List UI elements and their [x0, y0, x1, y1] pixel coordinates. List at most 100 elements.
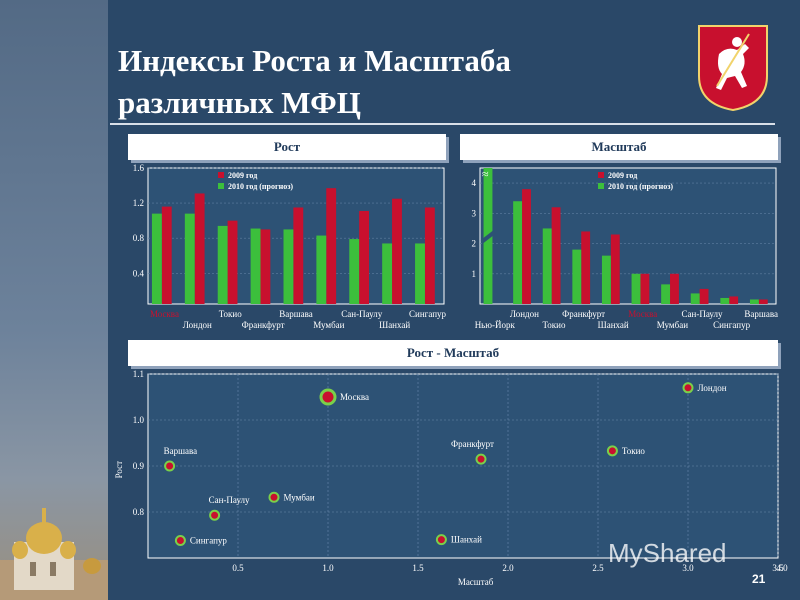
- category-label-9: Варшава: [744, 309, 778, 319]
- category-label-5: Мумбаи: [313, 320, 344, 330]
- point-label-0: Лондон: [698, 383, 727, 393]
- point-label-7: Сингапур: [190, 536, 228, 546]
- bar-2009-1: [522, 189, 531, 304]
- scatter-point-2: [475, 453, 487, 465]
- y-tick-label-1: 0.8: [133, 233, 145, 243]
- bar-2009-2: [227, 220, 238, 304]
- bar-2010-5: [631, 273, 641, 304]
- bar-2010-8: [415, 243, 425, 304]
- y-axis-label: Рост: [114, 461, 124, 479]
- category-label-2: Токио: [219, 309, 243, 319]
- legend-label-0: 2009 год: [608, 171, 637, 180]
- chart-header-scatter: Рост - Масштаб: [128, 340, 778, 366]
- point-label-6: Сан-Паулу: [209, 495, 250, 505]
- category-label-6: Сан-Паулу: [341, 309, 382, 319]
- y-tick-label-2: 1.2: [133, 198, 144, 208]
- plot-area: [147, 373, 779, 559]
- cathedral-image: [0, 508, 108, 600]
- category-label-1: Лондон: [183, 320, 212, 330]
- bar-2010-6: [661, 284, 671, 304]
- scatter-point-7: [174, 535, 186, 547]
- y-tick-label-0: 1: [472, 269, 477, 279]
- moscow-coat-of-arms-icon: [698, 25, 768, 112]
- bar-2010-1: [513, 201, 523, 304]
- scatter-point-6: [209, 509, 221, 521]
- title-divider: [110, 123, 775, 125]
- scatter-point-5: [268, 491, 280, 503]
- scatter-point-8: [435, 534, 447, 546]
- scatter-point-4: [164, 460, 176, 472]
- category-label-3: Франкфурт: [562, 309, 605, 319]
- legend-label-0: 2009 год: [228, 171, 257, 180]
- bar-2009-7: [392, 198, 402, 304]
- title-line-2: различных МФЦ: [118, 85, 361, 120]
- bar-2009-0: [161, 206, 172, 304]
- category-label-5: Москва: [628, 309, 657, 319]
- x-tick-label-2: 1.5: [412, 563, 424, 573]
- legend-label-1: 2010 год (прогноз): [608, 182, 673, 191]
- bar-2010-3: [572, 249, 582, 304]
- point-label-1: Москва: [340, 392, 369, 402]
- x-axis-label: Масштаб: [458, 577, 494, 587]
- category-label-6: Мумбаи: [657, 320, 688, 330]
- point-label-3: Токио: [622, 446, 646, 456]
- category-label-8: Сингапур: [713, 320, 751, 330]
- y-tick-label-2: 3: [472, 208, 477, 218]
- axis-break-mark: [480, 230, 496, 244]
- chart-header-masshtab: Масштаб: [460, 134, 778, 160]
- category-label-8: Сингапур: [409, 309, 447, 319]
- bar-2010-2: [217, 225, 228, 304]
- bar-2010-7: [382, 243, 393, 304]
- legend-swatch-0: [218, 172, 224, 178]
- page-title: Индексы Роста и Масштаба различных МФЦ: [118, 40, 511, 124]
- category-label-7: Сан-Паулу: [682, 309, 723, 319]
- y-tick-label-3: 1.1: [133, 369, 144, 379]
- x-tick-label-6: 3.5: [772, 563, 784, 573]
- y-tick-label-2: 1.0: [133, 415, 145, 425]
- rost-masshtab-scatter-chart: 0.8 0.9 1.0 1.1 0.5 1.0 1.5 2.0 2.5 3.0 3.54.0 Масш…: [114, 369, 788, 587]
- category-label-2: Токио: [542, 320, 566, 330]
- category-label-4: Шанхай: [598, 320, 629, 330]
- category-label-3: Франкфурт: [242, 320, 285, 330]
- bar-2010-6: [349, 239, 360, 304]
- category-label-0: Нью-Йорк: [475, 320, 516, 330]
- y-tick-label-3: 4: [472, 178, 477, 188]
- point-label-4: Варшава: [164, 446, 198, 456]
- x-tick-label-5: 3.0: [682, 563, 694, 573]
- legend-swatch-1: [218, 183, 224, 189]
- bar-2010-9: [749, 299, 759, 304]
- category-label-7: Шанхай: [379, 320, 410, 330]
- point-label-5: Мумбаи: [284, 492, 315, 502]
- point-label-2: Франкфурт: [451, 439, 494, 449]
- bar-2009-3: [260, 229, 271, 304]
- bar-2009-4: [610, 234, 620, 304]
- legend-swatch-0: [598, 172, 604, 178]
- bar-2010-8: [720, 297, 730, 304]
- bar-2009-9: [758, 299, 768, 304]
- page-number: 21: [752, 572, 766, 586]
- bar-2009-2: [551, 207, 561, 304]
- category-label-4: Варшава: [279, 309, 313, 319]
- category-label-0: Москва: [150, 309, 179, 319]
- bar-2010-5: [316, 235, 327, 304]
- bar-2009-8: [729, 296, 739, 304]
- bar-2009-3: [581, 231, 591, 304]
- legend-swatch-1: [598, 183, 604, 189]
- category-label-1: Лондон: [510, 309, 539, 319]
- bar-2009-4: [293, 207, 304, 304]
- title-line-1: Индексы Роста и Масштаба: [118, 43, 511, 78]
- watermark: MyShared: [608, 538, 727, 568]
- bar-2009-6: [670, 273, 679, 304]
- y-tick-label-1: 2: [472, 239, 477, 249]
- y-tick-label-0: 0.4: [133, 268, 145, 278]
- bar-2009-8: [424, 207, 435, 304]
- bar-2010-7: [690, 293, 700, 304]
- left-decorative-panel: [0, 0, 108, 600]
- bar-2010-4: [601, 255, 611, 304]
- scatter-point-0: [682, 382, 694, 394]
- bar-2009-5: [640, 273, 650, 304]
- x-tick-label-0: 0.5: [232, 563, 244, 573]
- x-tick-label-7: 4.0: [776, 563, 788, 573]
- bar-2010-1: [184, 213, 195, 304]
- bar-2010-3: [250, 228, 261, 304]
